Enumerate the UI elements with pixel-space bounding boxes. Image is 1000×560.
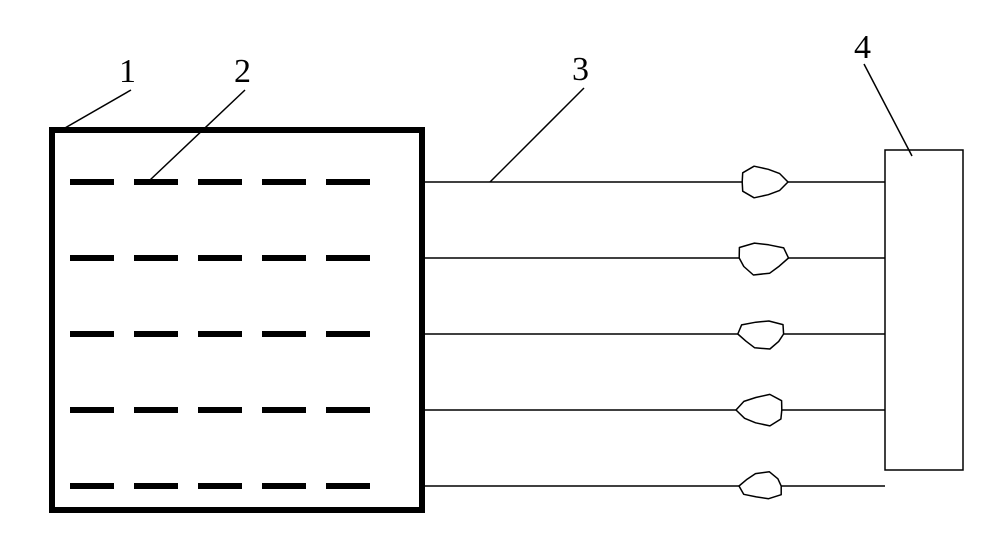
canvas-bg: [0, 0, 1000, 560]
label-2: 2: [234, 53, 251, 90]
label-1: 1: [119, 53, 136, 90]
label-3: 3: [572, 51, 589, 88]
label-4: 4: [854, 29, 871, 66]
